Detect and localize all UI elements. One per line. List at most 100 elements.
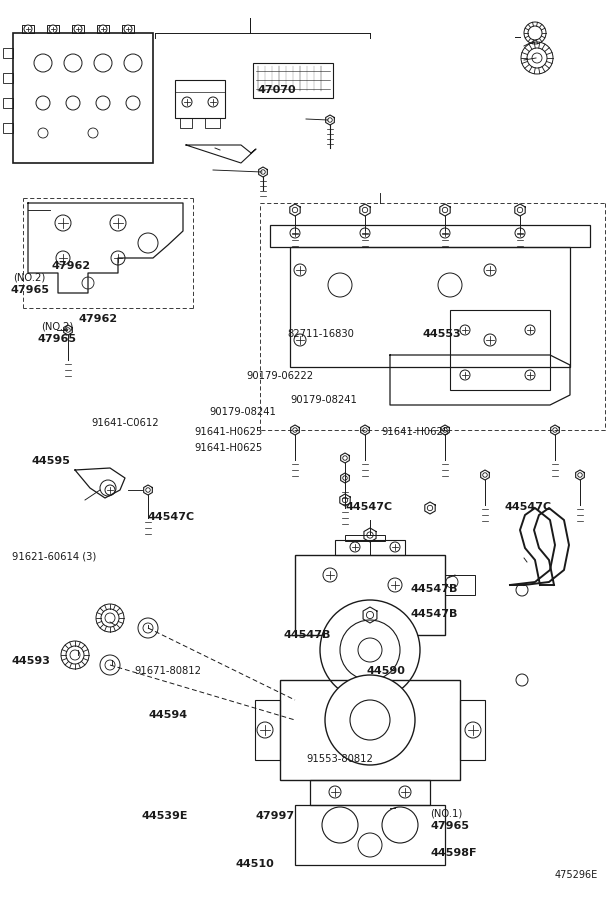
Text: 44547B: 44547B — [411, 608, 458, 619]
Circle shape — [328, 118, 332, 122]
Text: (NO.1): (NO.1) — [430, 808, 462, 819]
Circle shape — [460, 325, 470, 335]
Circle shape — [399, 786, 411, 798]
Text: 91641-H0625: 91641-H0625 — [194, 443, 263, 454]
Bar — [253, 63, 333, 98]
Circle shape — [34, 54, 52, 72]
Text: 475296E: 475296E — [555, 870, 598, 880]
Text: 47965: 47965 — [430, 821, 469, 832]
Text: 47965: 47965 — [38, 334, 77, 345]
Text: 90179-06222: 90179-06222 — [246, 371, 313, 382]
Bar — [450, 310, 550, 390]
Circle shape — [446, 576, 458, 588]
Text: 90179-08241: 90179-08241 — [209, 407, 276, 418]
Text: 91621-60614 (3): 91621-60614 (3) — [12, 551, 97, 562]
Circle shape — [70, 650, 80, 660]
Text: 44547C: 44547C — [148, 512, 194, 523]
Circle shape — [382, 807, 418, 843]
Circle shape — [124, 25, 132, 33]
Circle shape — [294, 334, 306, 346]
Circle shape — [138, 618, 158, 638]
Circle shape — [525, 370, 535, 380]
Circle shape — [484, 264, 496, 276]
Bar — [3, 73, 13, 83]
Circle shape — [36, 96, 50, 110]
Circle shape — [96, 96, 110, 110]
Circle shape — [208, 97, 218, 107]
Bar — [180, 118, 192, 128]
Text: 44547C: 44547C — [346, 501, 392, 512]
Circle shape — [329, 786, 341, 798]
Text: 47070: 47070 — [257, 85, 296, 95]
Circle shape — [292, 207, 298, 212]
Circle shape — [325, 675, 415, 765]
Circle shape — [64, 54, 82, 72]
Circle shape — [126, 96, 140, 110]
Text: 90179-08241: 90179-08241 — [290, 394, 357, 405]
Bar — [445, 575, 475, 595]
Text: 44547C: 44547C — [504, 501, 552, 512]
Bar — [13, 33, 153, 163]
Circle shape — [94, 54, 112, 72]
Circle shape — [110, 215, 126, 231]
Circle shape — [146, 488, 150, 492]
Circle shape — [55, 215, 71, 231]
Bar — [295, 555, 445, 635]
Circle shape — [528, 26, 542, 40]
Circle shape — [390, 542, 400, 552]
Text: 91553-80812: 91553-80812 — [306, 753, 373, 764]
Circle shape — [388, 578, 402, 592]
Circle shape — [138, 233, 158, 253]
Circle shape — [577, 472, 582, 477]
Circle shape — [66, 96, 80, 110]
Circle shape — [105, 485, 115, 495]
Bar — [22, 25, 34, 33]
Circle shape — [442, 207, 448, 212]
Text: 91671-80812: 91671-80812 — [135, 666, 201, 677]
Bar — [335, 540, 405, 555]
Text: 47965: 47965 — [10, 284, 49, 295]
Circle shape — [100, 655, 120, 675]
Text: 44595: 44595 — [32, 455, 71, 466]
Text: 91641-H0625: 91641-H0625 — [194, 427, 263, 437]
Bar — [47, 25, 59, 33]
Circle shape — [532, 53, 542, 63]
Text: 44547B: 44547B — [411, 584, 458, 595]
Circle shape — [66, 328, 70, 332]
Circle shape — [328, 273, 352, 297]
Circle shape — [261, 170, 265, 175]
Bar — [295, 805, 445, 865]
Circle shape — [460, 370, 470, 380]
Circle shape — [74, 25, 82, 33]
Circle shape — [527, 48, 547, 68]
Circle shape — [290, 228, 300, 238]
Circle shape — [82, 277, 94, 289]
Circle shape — [515, 228, 525, 238]
Text: 44539E: 44539E — [141, 811, 188, 822]
Circle shape — [101, 609, 119, 627]
Circle shape — [516, 584, 528, 596]
Text: 47962: 47962 — [79, 313, 118, 324]
Circle shape — [360, 228, 370, 238]
Bar — [97, 25, 109, 33]
Text: 44547B: 44547B — [284, 629, 331, 640]
Circle shape — [516, 674, 528, 686]
Text: 44593: 44593 — [11, 656, 50, 667]
Circle shape — [427, 505, 433, 510]
Circle shape — [105, 660, 115, 670]
Bar — [290, 247, 570, 367]
Circle shape — [367, 611, 373, 618]
Circle shape — [340, 620, 400, 680]
Circle shape — [438, 273, 462, 297]
Circle shape — [105, 613, 115, 623]
Circle shape — [49, 25, 57, 33]
Circle shape — [517, 207, 523, 212]
Circle shape — [367, 532, 373, 538]
Text: 47997: 47997 — [255, 811, 295, 822]
Circle shape — [362, 207, 368, 212]
Bar — [72, 25, 84, 33]
Circle shape — [440, 228, 450, 238]
Circle shape — [294, 264, 306, 276]
Circle shape — [111, 251, 125, 265]
Text: 82711-16830: 82711-16830 — [288, 328, 355, 339]
